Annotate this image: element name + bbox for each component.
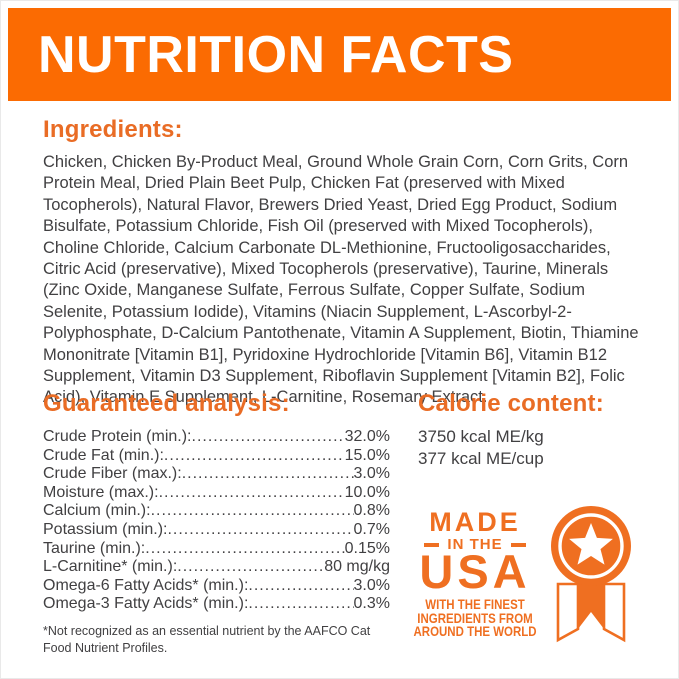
- analysis-value: 10.0%: [344, 483, 390, 501]
- finest-line-2: INGREDIENTS FROM: [417, 609, 533, 626]
- dot-leader: [182, 465, 354, 484]
- analysis-value: 0.15%: [344, 539, 390, 557]
- analysis-value: 15.0%: [344, 446, 390, 464]
- analysis-value: 0.3%: [353, 595, 390, 613]
- analysis-row: Crude Protein (min.): 32.0%: [43, 428, 390, 447]
- calorie-content-values: 3750 kcal ME/kg 377 kcal ME/cup: [418, 426, 544, 470]
- calorie-cup-value: 377 kcal ME/cup: [418, 449, 544, 468]
- dot-leader: [248, 577, 353, 596]
- dot-leader: [145, 540, 344, 559]
- analysis-value: 0.7%: [353, 520, 390, 538]
- analysis-label: Crude Fat (min.):: [43, 446, 164, 464]
- analysis-label: Omega-6 Fatty Acids* (min.):: [43, 576, 249, 594]
- usa-text: USA: [419, 545, 531, 598]
- analysis-row: L-Carnitine* (min.): 80 mg/kg: [43, 558, 390, 577]
- dot-leader: [192, 428, 345, 447]
- dash-right: [510, 543, 526, 547]
- guaranteed-analysis-table: Crude Protein (min.): 32.0% Crude Fat (m…: [43, 428, 390, 614]
- analysis-row: Crude Fiber (max.): 3.0%: [43, 465, 390, 484]
- calorie-content-heading: Calorie content:: [418, 390, 604, 417]
- dot-leader: [167, 521, 353, 540]
- medal-ribbon-star-icon: [551, 506, 631, 643]
- finest-line-1: WITH THE FINEST: [425, 596, 525, 612]
- dot-leader: [248, 595, 353, 614]
- dot-leader: [164, 447, 345, 466]
- made-text: MADE: [429, 507, 521, 537]
- analysis-row: Omega-6 Fatty Acids* (min.): 3.0%: [43, 577, 390, 596]
- analysis-value: 3.0%: [353, 576, 390, 594]
- ingredients-heading: Ingredients:: [43, 116, 183, 143]
- analysis-value: 80 mg/kg: [324, 558, 390, 576]
- analysis-label: Crude Fiber (max.):: [43, 465, 182, 483]
- analysis-row: Crude Fat (min.): 15.0%: [43, 447, 390, 466]
- guaranteed-analysis-heading: Guaranteed analysis:: [43, 390, 290, 417]
- analysis-row: Calcium (min.): 0.8%: [43, 502, 390, 521]
- dot-leader: [177, 558, 324, 577]
- analysis-row: Potassium (min.): 0.7%: [43, 521, 390, 540]
- analysis-label: Moisture (max.):: [43, 483, 159, 501]
- analysis-label: L-Carnitine* (min.):: [43, 558, 178, 576]
- finest-line-3: AROUND THE WORLD: [413, 623, 537, 639]
- aafco-footnote: *Not recognized as an essential nutrient…: [43, 624, 371, 655]
- ingredients-text: Chicken, Chicken By-Product Meal, Ground…: [43, 153, 639, 407]
- calorie-kg-value: 3750 kcal ME/kg: [418, 427, 544, 446]
- dot-leader: [159, 484, 345, 503]
- analysis-row: Moisture (max.): 10.0%: [43, 484, 390, 503]
- analysis-value: 32.0%: [344, 428, 390, 445]
- analysis-label: Omega-3 Fatty Acids* (min.):: [43, 595, 249, 613]
- in-the-label: IN THE: [447, 536, 503, 553]
- analysis-value: 3.0%: [353, 465, 390, 483]
- analysis-value: 0.8%: [353, 502, 390, 520]
- nutrition-facts-banner: NUTRITION FACTS: [8, 8, 671, 101]
- page-title: NUTRITION FACTS: [38, 25, 514, 84]
- in-the-text: IN THE: [400, 537, 550, 553]
- analysis-label: Crude Protein (min.):: [43, 428, 192, 445]
- dot-leader: [151, 502, 354, 521]
- analysis-row: Taurine (min.): 0.15%: [43, 540, 390, 559]
- analysis-row: Omega-3 Fatty Acids* (min.): 0.3%: [43, 595, 390, 614]
- made-in-usa-badge: MADE IN THE USA WITH THE FINEST INGREDIE…: [400, 507, 550, 639]
- analysis-label: Taurine (min.):: [43, 539, 146, 557]
- dash-left: [424, 543, 440, 547]
- analysis-label: Potassium (min.):: [43, 520, 168, 538]
- analysis-label: Calcium (min.):: [43, 502, 151, 520]
